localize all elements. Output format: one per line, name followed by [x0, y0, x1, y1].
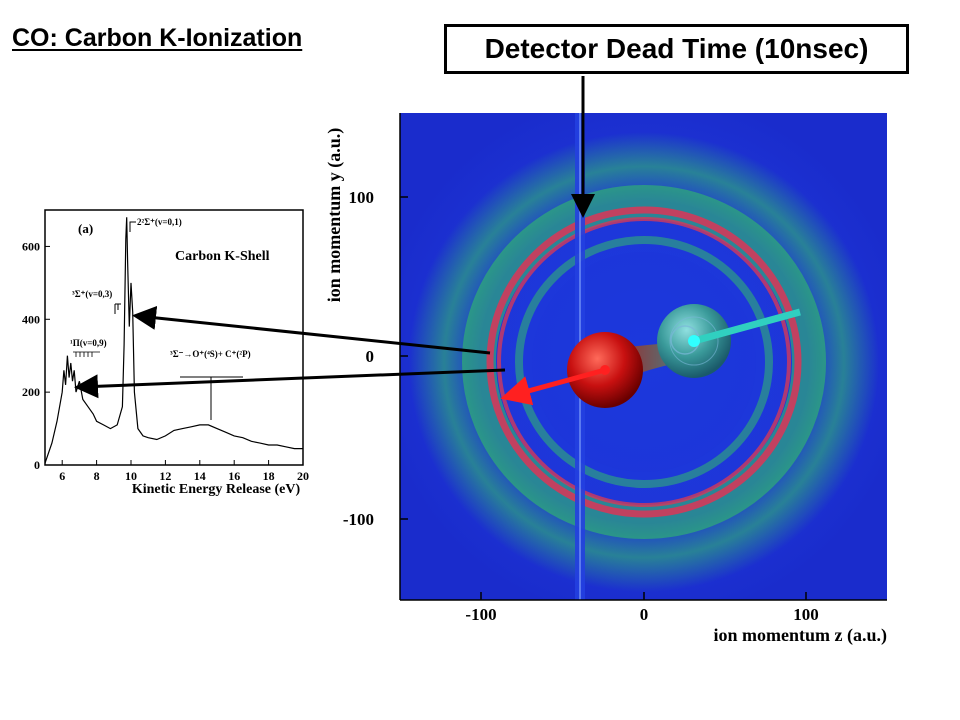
green-ring — [462, 185, 826, 539]
inset-y-tick-label: 400 — [22, 312, 40, 326]
inset-y-tick-label: 200 — [22, 385, 40, 399]
inset-x-tick-label: 8 — [94, 469, 100, 483]
inner-red-ring — [486, 206, 802, 518]
inset-spectrum: (a) Carbon K-Shell 2²Σ⁺(v=0,1) ³Σ⁺(v=0,3… — [22, 209, 309, 497]
inset-x-tick-label: 20 — [297, 469, 309, 483]
annotation-sigma-left: ³Σ⁺(v=0,3) — [72, 289, 112, 299]
inset-x-label: Kinetic Energy Release (eV) — [132, 482, 301, 497]
annotation-sigma-top: 2²Σ⁺(v=0,1) — [137, 217, 182, 227]
inset-y-tick-label: 600 — [22, 239, 40, 253]
red-arrow — [500, 367, 606, 406]
x-tick-minus100: -100 — [465, 605, 496, 624]
inset-x-tick-label: 12 — [159, 469, 171, 483]
cyan-arrow — [693, 308, 801, 345]
y-tick-minus100: -100 — [343, 510, 374, 529]
inset-x-tick-label: 10 — [125, 469, 137, 483]
panel-label: (a) — [78, 221, 93, 236]
x-tick-0: 0 — [640, 605, 649, 624]
inset-y-tick-label: 0 — [34, 458, 40, 472]
link-arrow-lower — [74, 368, 506, 399]
inset-legend: Carbon K-Shell — [175, 249, 270, 264]
x-axis-label: ion momentum z (a.u.) — [714, 625, 888, 646]
annotation-channel: ³Σ⁻→O⁺(⁴S)+ C⁺(²P) — [170, 349, 251, 359]
inset-x-tick-label: 14 — [194, 469, 206, 483]
y-tick-0: 0 — [366, 347, 375, 366]
inner-red-ring-2 — [497, 217, 791, 507]
oxygen-center-dot — [688, 335, 700, 347]
ker-spectrum-line — [44, 217, 303, 464]
inset-x-tick-label: 16 — [228, 469, 240, 483]
x-tick-100: 100 — [793, 605, 819, 624]
carbon-center-dot — [600, 365, 610, 375]
inset-frame — [44, 209, 304, 466]
inset-x-tick-label: 18 — [263, 469, 275, 483]
slide-title: CO: Carbon K-Ionization — [12, 24, 303, 52]
co-molecule — [500, 304, 801, 408]
inset-x-tick-label: 6 — [59, 469, 65, 483]
momentum-axis-labels: 100 0 -100 -100 0 100 ion momentum z (a.… — [324, 128, 887, 646]
inner-green-ring — [515, 236, 773, 488]
y-axis-label: ion momentum y (a.u.) — [324, 128, 345, 303]
link-arrow-upper — [132, 305, 491, 355]
y-tick-100: 100 — [349, 188, 375, 207]
annotation-pi: ¹Π(v=0,9) — [70, 338, 107, 348]
dead-time-callout: Detector Dead Time (10nsec) — [444, 24, 909, 74]
